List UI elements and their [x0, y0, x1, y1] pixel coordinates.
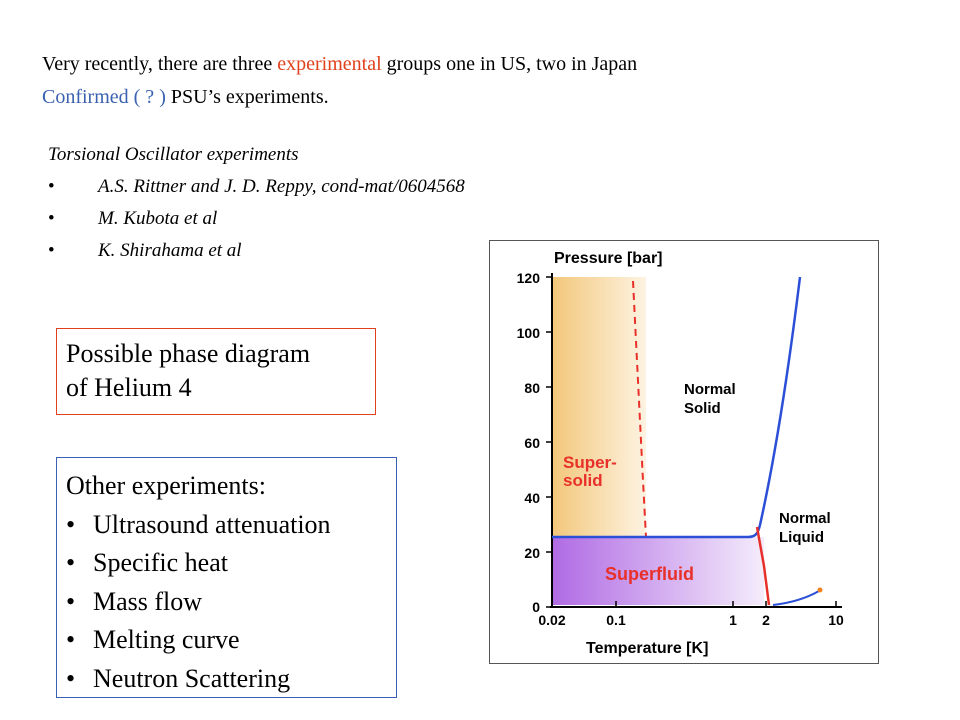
bullet: • — [66, 663, 76, 693]
y-tick-label: 20 — [524, 545, 540, 561]
phase-diagram-svg: Pressure [bar] Temperature [K] 0 20 40 6… — [517, 250, 844, 657]
other-experiments-box: Other experiments: • Ultrasound attenuati… — [56, 457, 397, 698]
list-item-text: Ultrasound attenuation — [93, 509, 331, 539]
list-item-text: M. Kubota et al — [98, 208, 218, 229]
x-tick-label: 0.02 — [538, 612, 565, 628]
list-item-text: Mass flow — [93, 586, 203, 616]
list-item-text: Specific heat — [93, 548, 228, 577]
y-tick-label: 120 — [517, 270, 541, 286]
torsional-heading: Torsional Oscillator experiments — [48, 144, 299, 165]
list-item-text: A.S. Rittner and J. D. Reppy, cond-mat/0… — [98, 176, 465, 197]
bullet: • — [66, 586, 76, 616]
list-item-text: K. Shirahama et al — [98, 240, 242, 261]
list-item: • Neutron Scattering — [66, 660, 396, 699]
y-axis-title: Pressure [bar] — [554, 250, 663, 267]
normal-solid-label: Solid — [684, 400, 721, 417]
bullet: • — [48, 240, 55, 261]
normal-liquid-label: Liquid — [779, 529, 824, 546]
x-tick-label: 1 — [729, 612, 737, 628]
y-tick-label: 100 — [517, 325, 541, 341]
y-tick-label: 40 — [524, 490, 540, 506]
intro-text-segment: PSU’s experiments. — [165, 86, 329, 108]
intro-line-1: Very recently, there are three experimen… — [42, 48, 637, 81]
torsional-oscillator-section: Torsional Oscillator experiments • A.S. R… — [48, 139, 465, 267]
helium-phase-diagram: Pressure [bar] Temperature [K] 0 20 40 6… — [489, 240, 879, 664]
phase-diagram-caption-box: Possible phase diagram of Helium 4 — [56, 328, 376, 415]
y-tick-label: 80 — [524, 380, 540, 396]
x-tick-label: 2 — [762, 612, 770, 628]
bullet: • — [66, 509, 76, 539]
caption-line: of Helium 4 — [66, 373, 192, 402]
intro-highlight-confirmed: Confirmed ( ? ) — [42, 86, 166, 108]
critical-point — [817, 587, 823, 593]
bullet: • — [48, 208, 55, 229]
x-axis-title: Temperature [K] — [586, 640, 708, 657]
x-ticks: 0.02 0.1 1 2 10 — [538, 601, 844, 628]
x-tick-label: 10 — [828, 612, 844, 628]
list-item: • Mass flow — [66, 583, 396, 622]
superfluid-label: Superfluid — [605, 564, 694, 584]
supersolid-region — [552, 277, 646, 537]
bullet: • — [48, 176, 55, 197]
lambda-line — [755, 526, 771, 606]
list-item: • K. Shirahama et al — [48, 235, 465, 267]
melting-curve — [552, 276, 802, 539]
y-tick-label: 0 — [532, 599, 540, 615]
torsional-list: • A.S. Rittner and J. D. Reppy, cond-mat/… — [48, 171, 465, 267]
list-item-text: Neutron Scattering — [93, 663, 291, 693]
intro-text-segment: groups one in US, two in Japan — [381, 53, 638, 75]
other-experiments-heading: Other experiments: — [66, 471, 266, 500]
superfluid-region — [552, 537, 764, 605]
intro-text: Very recently, there are three experimen… — [42, 48, 637, 114]
list-item: • Melting curve — [66, 621, 396, 660]
normal-liquid-label: Normal — [779, 510, 831, 527]
caption-line: Possible phase diagram — [66, 339, 311, 368]
list-item: • Specific heat — [66, 544, 396, 583]
supersolid-boundary-dashed — [632, 280, 647, 538]
y-ticks: 0 20 40 60 80 100 120 — [517, 270, 552, 615]
list-item: • Ultrasound attenuation — [66, 506, 396, 545]
intro-line-2: Confirmed ( ? ) PSU’s experiments. — [42, 81, 637, 114]
supersolid-label: solid — [563, 471, 603, 490]
list-item: • M. Kubota et al — [48, 203, 465, 235]
normal-solid-label: Normal — [684, 381, 736, 398]
bullet: • — [66, 548, 76, 577]
intro-text-segment: Very recently, there are three — [42, 53, 278, 75]
bullet: • — [66, 625, 76, 654]
other-experiments-list: • Ultrasound attenuation • Specific heat •… — [66, 506, 396, 699]
x-tick-label: 0.1 — [606, 612, 626, 628]
list-item-text: Melting curve — [93, 625, 240, 654]
y-tick-label: 60 — [524, 435, 540, 451]
list-item: • A.S. Rittner and J. D. Reppy, cond-mat/… — [48, 171, 465, 203]
intro-highlight-experimental: experimental — [277, 53, 382, 75]
supersolid-label: Super- — [563, 453, 617, 472]
vapor-curve — [772, 590, 820, 606]
